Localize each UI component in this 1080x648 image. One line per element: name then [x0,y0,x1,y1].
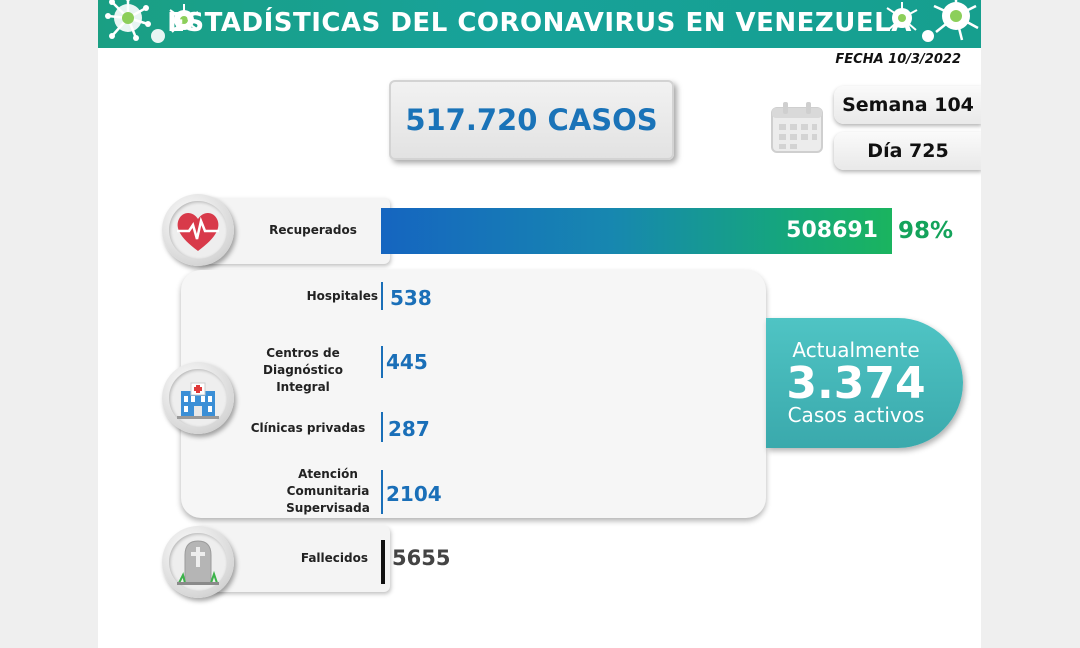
calendar-icon [771,102,823,153]
infographic: ESTADÍSTICAS DEL CORONAVIRUS EN VENEZUEL… [98,0,981,648]
hospital-icon-circle [162,362,234,434]
heart-pulse-icon [177,213,219,251]
axis-line [381,470,383,514]
axis-line [381,282,383,310]
hospitales-value: 538 [390,286,432,310]
active-bottom-label: Casos activos [787,403,925,427]
acs-label: Atención Comunitaria Supervisada [286,467,370,515]
clinicas-label: Clínicas privadas [250,421,366,435]
recovered-value: 508691 [786,218,878,243]
week-badge: Semana 104 [834,86,981,124]
cdi-value: 445 [386,350,428,374]
deceased-marker [381,540,385,584]
virus-icon [922,0,979,42]
recovered-icon-circle [162,194,234,266]
tombstone-icon [177,540,219,585]
active-cases-box: Actualmente 3.374 Casos activos [766,318,963,448]
deceased-value: 5655 [392,546,451,570]
virus-icon [169,4,199,33]
title-banner: ESTADÍSTICAS DEL CORONAVIRUS EN VENEZUEL… [98,0,981,48]
axis-line [381,412,383,442]
day-badge: Día 725 [834,132,981,170]
hospitalization-panel [181,270,766,518]
hospital-icon [177,382,219,419]
acs-value: 2104 [386,482,442,506]
recovered-percent: 98% [898,218,954,244]
virus-icon [105,0,165,43]
hospitales-label: Hospitales [306,289,378,303]
recovered-bar: 508691 [381,208,892,254]
page-title: ESTADÍSTICAS DEL CORONAVIRUS EN VENEZUEL… [167,8,912,38]
recovered-label: Recuperados [269,223,357,237]
total-cases-box: 517.720 CASOS [389,80,674,160]
virus-icon [886,2,918,31]
axis-line [381,346,383,378]
date-label: FECHA 10/3/2022 [835,52,961,67]
deceased-icon-circle [162,526,234,598]
active-top-label: Actualmente [792,338,920,362]
clinicas-value: 287 [388,417,430,441]
active-cases-value: 3.374 [786,358,926,409]
cdi-label: Centros de Diagnóstico Integral [263,346,343,394]
deceased-label: Fallecidos [300,551,368,565]
